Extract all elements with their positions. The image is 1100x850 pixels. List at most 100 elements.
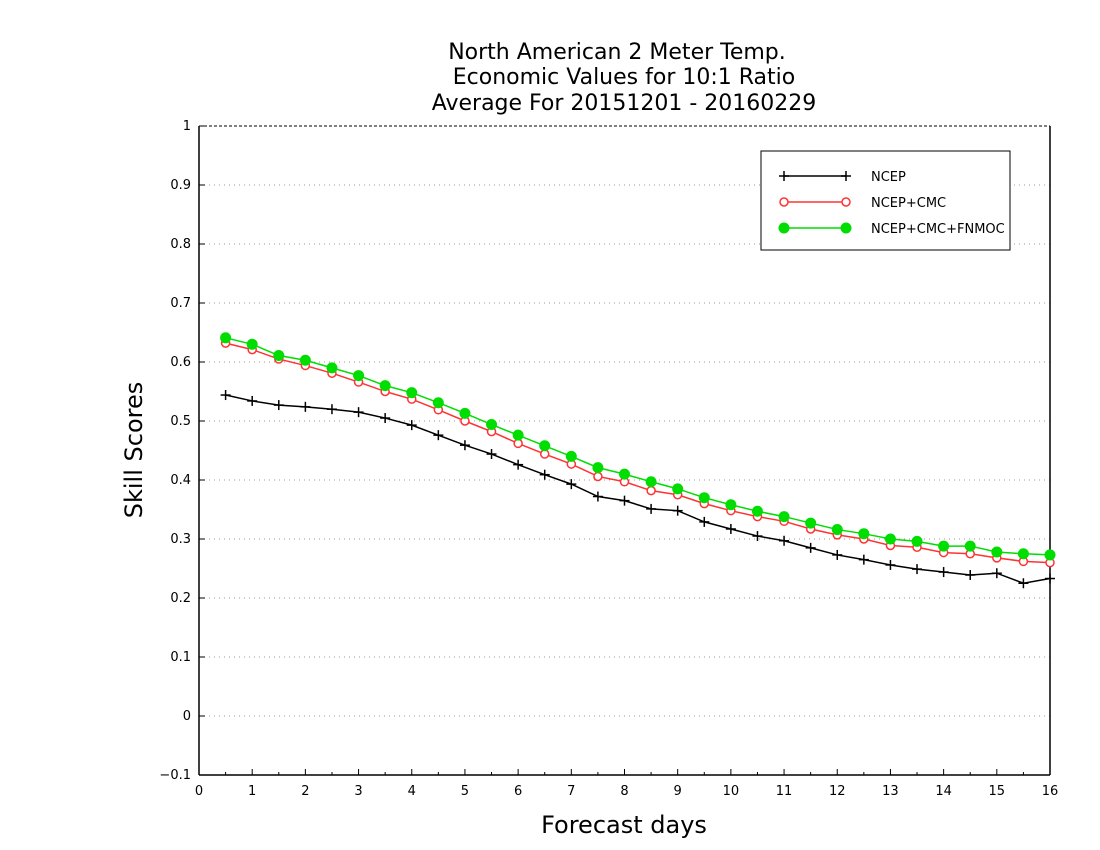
data-point <box>805 517 817 529</box>
data-point <box>513 459 524 470</box>
data-point <box>220 390 231 401</box>
data-point <box>779 535 790 546</box>
x-tick-label: 14 <box>935 784 952 799</box>
data-point <box>884 533 896 545</box>
data-point <box>779 197 789 207</box>
data-point <box>379 380 391 392</box>
series-line <box>225 337 1051 556</box>
data-point <box>432 397 444 409</box>
data-point <box>646 485 656 496</box>
data-point <box>991 546 1003 558</box>
data-point <box>326 362 338 374</box>
legend-entry: NCEP+CMC <box>779 196 946 211</box>
y-tick-label: 0.1 <box>170 650 191 665</box>
data-point <box>645 476 657 488</box>
x-tick-label: 15 <box>989 784 1006 799</box>
data-point <box>406 387 418 399</box>
data-point <box>566 479 577 490</box>
y-tick-label: 0 <box>183 709 191 724</box>
data-point <box>991 568 1002 579</box>
y-tick-label: 1 <box>183 119 191 134</box>
data-point <box>840 222 852 234</box>
y-tick-label: 0.8 <box>170 237 191 252</box>
data-point <box>912 564 923 575</box>
y-tick-label: 0.3 <box>170 532 191 547</box>
data-point <box>353 407 364 418</box>
legend-label: NCEP <box>871 170 906 185</box>
data-point <box>220 332 232 344</box>
data-point <box>406 420 417 431</box>
y-tick-label: −0.1 <box>159 768 191 783</box>
data-point <box>300 401 311 412</box>
chart-title: North American 2 Meter Temp. Economic Va… <box>432 40 817 116</box>
x-tick-label: 7 <box>567 784 575 799</box>
x-tick-label: 3 <box>354 784 362 799</box>
y-tick-label: 0.5 <box>170 414 191 429</box>
title-line-1: North American 2 Meter Temp. <box>448 40 786 65</box>
data-point <box>593 471 603 482</box>
data-point <box>512 429 524 441</box>
data-point <box>805 542 816 553</box>
x-tick-label: 13 <box>882 784 899 799</box>
x-tick-label: 5 <box>461 784 469 799</box>
legend-label: NCEP+CMC <box>871 196 946 211</box>
data-point <box>273 350 285 362</box>
series-line <box>225 342 1051 564</box>
data-point <box>858 528 870 540</box>
axes <box>198 125 1051 776</box>
data-point <box>326 404 337 415</box>
series-ncep-cmc <box>220 338 1055 568</box>
x-tick-label: 9 <box>674 784 682 799</box>
x-tick-label: 16 <box>1042 784 1059 799</box>
data-point <box>433 430 444 441</box>
x-tick-label: 1 <box>248 784 256 799</box>
data-point <box>938 567 949 578</box>
x-tick-label: 0 <box>195 784 203 799</box>
data-point <box>752 531 763 542</box>
y-tick-label: 0.2 <box>170 591 191 606</box>
data-point <box>299 354 311 366</box>
data-point <box>725 499 737 511</box>
data-point <box>246 338 258 350</box>
data-point <box>592 491 603 502</box>
data-point <box>965 569 976 580</box>
data-point <box>1044 549 1056 561</box>
y-gridlines <box>199 184 1050 717</box>
data-point <box>778 222 790 234</box>
data-point <box>1045 573 1055 584</box>
data-point <box>619 495 630 506</box>
y-axis-title: Skill Scores <box>120 382 148 519</box>
data-point <box>841 171 851 181</box>
data-point <box>539 469 550 480</box>
data-point <box>832 549 843 560</box>
data-point <box>646 503 657 514</box>
data-point <box>751 505 763 517</box>
x-tick-label: 6 <box>514 784 522 799</box>
data-point <box>1018 578 1029 589</box>
data-point <box>885 559 896 570</box>
x-tick-label: 8 <box>620 784 628 799</box>
y-tick-label: 0.9 <box>170 178 191 193</box>
legend: NCEP NCEP+CMC NCEP+CMC+FNMOC <box>760 150 1011 251</box>
data-point <box>725 523 736 534</box>
data-point <box>565 450 577 462</box>
x-tick-label: 11 <box>776 784 793 799</box>
data-point <box>699 516 710 527</box>
data-point <box>619 468 630 480</box>
title-line-3: Average For 20151201 - 20160229 <box>432 91 817 116</box>
data-point <box>539 440 551 452</box>
data-point <box>486 449 497 460</box>
series-ncep-cmc-fnmoc <box>220 332 1056 561</box>
data-point <box>273 400 284 411</box>
y-tick-label: 0.6 <box>170 355 191 370</box>
data-point <box>247 395 258 406</box>
data-point <box>1017 548 1029 560</box>
legend-entry: NCEP <box>779 170 906 185</box>
tick-labels: −0.100.10.20.30.40.50.60.70.80.910 1 2 3 4 5 6… <box>159 119 1058 799</box>
data-point <box>779 171 789 181</box>
legend-box <box>760 150 1011 251</box>
data-point <box>459 440 470 451</box>
y-tick-label: 0.4 <box>170 473 191 488</box>
series-line <box>225 394 1051 585</box>
